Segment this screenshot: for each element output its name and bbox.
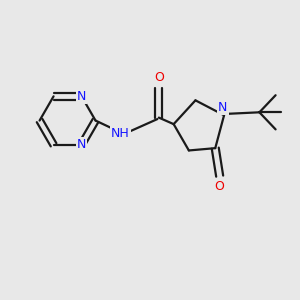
Text: O: O (215, 180, 225, 193)
Text: N: N (218, 100, 227, 113)
Text: N: N (77, 138, 86, 151)
Text: O: O (154, 71, 164, 84)
Text: N: N (77, 90, 86, 103)
Text: NH: NH (111, 127, 130, 140)
